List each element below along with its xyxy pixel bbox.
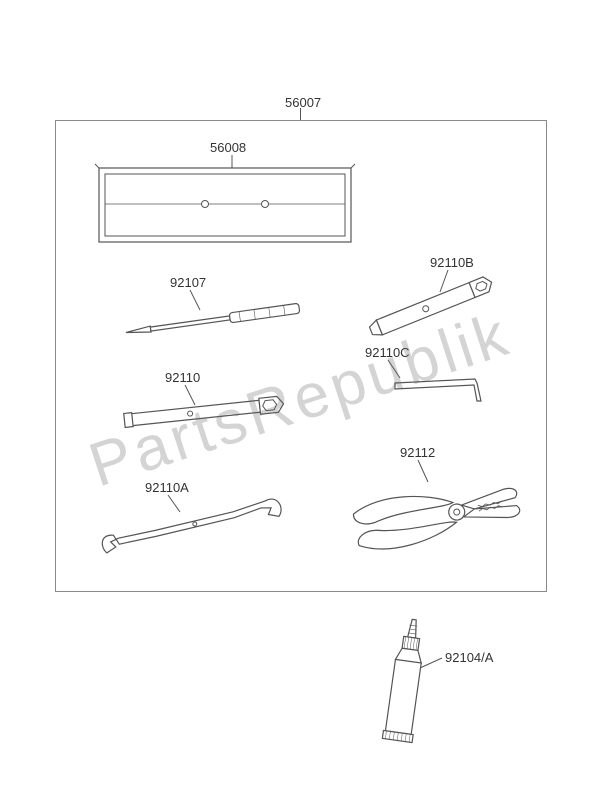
leader-glue (0, 0, 600, 800)
tool-glue (370, 615, 440, 755)
diagram-canvas: 56007 56008 92107 92110B (0, 0, 600, 800)
